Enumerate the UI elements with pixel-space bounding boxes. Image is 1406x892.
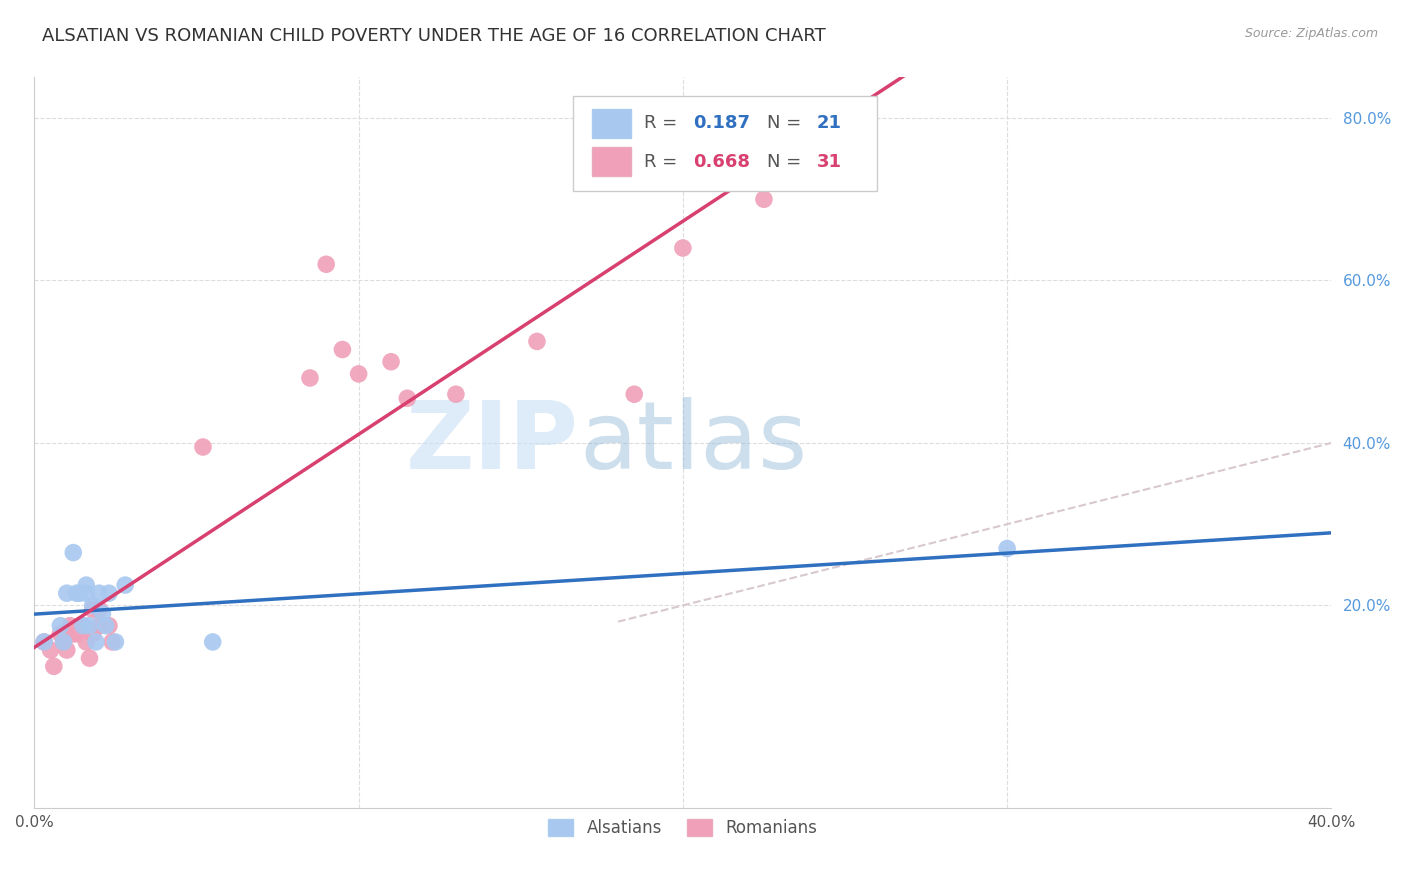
Point xyxy=(672,241,695,255)
Point xyxy=(75,578,97,592)
Point xyxy=(526,334,548,349)
Text: ALSATIAN VS ROMANIAN CHILD POVERTY UNDER THE AGE OF 16 CORRELATION CHART: ALSATIAN VS ROMANIAN CHILD POVERTY UNDER… xyxy=(42,27,825,45)
Point xyxy=(62,627,84,641)
Text: Source: ZipAtlas.com: Source: ZipAtlas.com xyxy=(1244,27,1378,40)
FancyBboxPatch shape xyxy=(592,147,631,176)
FancyBboxPatch shape xyxy=(592,109,631,138)
Point xyxy=(42,659,65,673)
Point xyxy=(65,586,87,600)
Text: R =: R = xyxy=(644,153,683,170)
Point xyxy=(79,651,101,665)
Text: 31: 31 xyxy=(817,153,841,170)
Point xyxy=(995,541,1018,556)
Point xyxy=(91,607,114,621)
Point xyxy=(104,635,127,649)
Point xyxy=(82,602,104,616)
Point xyxy=(752,192,775,206)
Point xyxy=(444,387,467,401)
Point xyxy=(52,635,75,649)
Text: 0.187: 0.187 xyxy=(693,114,751,133)
Point xyxy=(332,343,354,357)
Text: 21: 21 xyxy=(817,114,841,133)
Text: ZIP: ZIP xyxy=(406,397,579,489)
Point xyxy=(201,635,224,649)
Legend: Alsatians, Romanians: Alsatians, Romanians xyxy=(541,813,824,844)
Point xyxy=(56,586,79,600)
Point xyxy=(114,578,136,592)
Text: N =: N = xyxy=(768,114,807,133)
Point xyxy=(97,618,120,632)
Text: R =: R = xyxy=(644,114,683,133)
Point xyxy=(32,635,55,649)
Point xyxy=(298,371,321,385)
Point xyxy=(97,586,120,600)
Text: 0.668: 0.668 xyxy=(693,153,751,170)
Point xyxy=(82,627,104,641)
Text: atlas: atlas xyxy=(579,397,807,489)
Point xyxy=(65,627,87,641)
Point xyxy=(347,367,370,381)
Point xyxy=(89,602,111,616)
Point xyxy=(72,618,94,632)
Point xyxy=(49,618,72,632)
Point xyxy=(94,618,117,632)
Point xyxy=(56,643,79,657)
Point xyxy=(32,635,55,649)
Point xyxy=(315,257,337,271)
Text: N =: N = xyxy=(768,153,807,170)
Point xyxy=(89,618,111,632)
Point xyxy=(79,618,101,632)
Point xyxy=(52,635,75,649)
Point xyxy=(191,440,214,454)
Point xyxy=(69,618,91,632)
Point xyxy=(89,586,111,600)
Point xyxy=(59,618,82,632)
FancyBboxPatch shape xyxy=(572,95,877,191)
Point xyxy=(72,618,94,632)
Point xyxy=(39,643,62,657)
Point xyxy=(69,586,91,600)
Point xyxy=(101,635,124,649)
Point xyxy=(380,355,402,369)
Point xyxy=(623,387,645,401)
Point xyxy=(84,635,107,649)
Point xyxy=(62,545,84,559)
Point xyxy=(75,635,97,649)
Point xyxy=(75,586,97,600)
Point xyxy=(82,599,104,613)
Point xyxy=(49,627,72,641)
Point xyxy=(396,391,419,405)
